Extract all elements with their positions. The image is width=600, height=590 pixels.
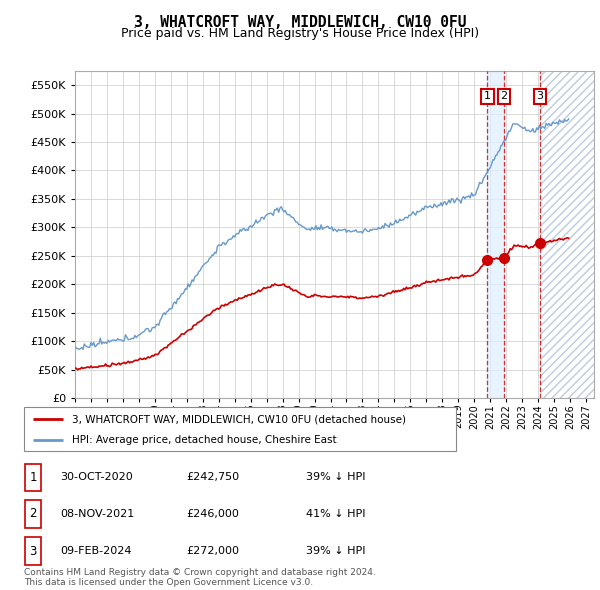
FancyBboxPatch shape bbox=[25, 500, 41, 527]
Text: Price paid vs. HM Land Registry's House Price Index (HPI): Price paid vs. HM Land Registry's House … bbox=[121, 27, 479, 40]
FancyBboxPatch shape bbox=[25, 464, 41, 491]
Text: Contains HM Land Registry data © Crown copyright and database right 2024.
This d: Contains HM Land Registry data © Crown c… bbox=[24, 568, 376, 587]
Text: 3, WHATCROFT WAY, MIDDLEWICH, CW10 0FU (detached house): 3, WHATCROFT WAY, MIDDLEWICH, CW10 0FU (… bbox=[71, 415, 406, 424]
Text: 08-NOV-2021: 08-NOV-2021 bbox=[60, 509, 134, 519]
Text: 2: 2 bbox=[500, 91, 508, 101]
Text: 3: 3 bbox=[536, 91, 544, 101]
Text: 1: 1 bbox=[484, 91, 491, 101]
FancyBboxPatch shape bbox=[24, 407, 456, 451]
Text: 1: 1 bbox=[29, 471, 37, 484]
Text: £242,750: £242,750 bbox=[186, 473, 239, 482]
Text: 3, WHATCROFT WAY, MIDDLEWICH, CW10 0FU: 3, WHATCROFT WAY, MIDDLEWICH, CW10 0FU bbox=[134, 15, 466, 30]
Text: 2: 2 bbox=[29, 507, 37, 520]
Text: 3: 3 bbox=[29, 545, 37, 558]
Text: 09-FEB-2024: 09-FEB-2024 bbox=[60, 546, 131, 556]
Text: 30-OCT-2020: 30-OCT-2020 bbox=[60, 473, 133, 482]
Text: HPI: Average price, detached house, Cheshire East: HPI: Average price, detached house, Ches… bbox=[71, 435, 336, 445]
Text: 41% ↓ HPI: 41% ↓ HPI bbox=[306, 509, 365, 519]
Text: £246,000: £246,000 bbox=[186, 509, 239, 519]
Bar bbox=[487, 71, 504, 398]
Text: 39% ↓ HPI: 39% ↓ HPI bbox=[306, 546, 365, 556]
Text: 39% ↓ HPI: 39% ↓ HPI bbox=[306, 473, 365, 482]
Text: £272,000: £272,000 bbox=[186, 546, 239, 556]
FancyBboxPatch shape bbox=[25, 537, 41, 565]
